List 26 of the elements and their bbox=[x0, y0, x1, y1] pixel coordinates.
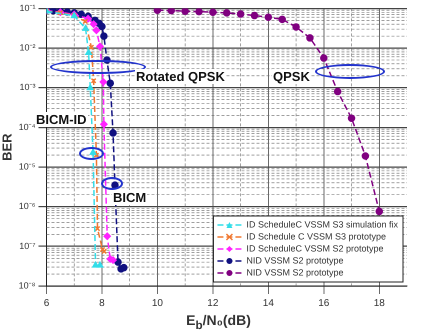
x-tick-label: 14 bbox=[262, 298, 274, 309]
y-tick-label: 10⁻⁸ bbox=[18, 280, 36, 290]
x-tick-label: 16 bbox=[318, 298, 330, 309]
y-tick-label: 10⁻⁶ bbox=[18, 201, 36, 212]
x-tick-label: 6 bbox=[44, 298, 50, 309]
legend-label: NID VSSM S2 prototype bbox=[246, 267, 344, 278]
x-tick-label: 8 bbox=[99, 298, 106, 309]
annotation: BICM bbox=[112, 190, 148, 205]
y-tick-label: 10⁻⁵ bbox=[18, 162, 36, 172]
legend-label: ID Schedule C VSSM S3 prototype bbox=[246, 231, 386, 242]
y-axis-title: BER bbox=[0, 132, 14, 161]
legend-label: NID VSSM S2 prototype bbox=[246, 255, 344, 266]
legend-label: ID ScheduleC VSSM S2 prototype bbox=[246, 243, 384, 254]
x-tick-label: 18 bbox=[374, 298, 386, 309]
annotation: QPSK bbox=[272, 69, 311, 84]
y-tick-label: 10⁻⁴ bbox=[18, 122, 36, 132]
annotation: Rotated QPSK bbox=[135, 69, 226, 84]
x-tick-label: 10 bbox=[152, 298, 164, 309]
legend-label: ID ScheduleC VSSM S3 simulation fix bbox=[246, 219, 398, 230]
annotation: BICM-ID bbox=[35, 112, 88, 127]
y-tick-label: 10⁻⁷ bbox=[19, 240, 36, 251]
x-axis-title: E$_{b}$/N₀(dB) bbox=[185, 312, 252, 332]
y-tick-label: 10⁻² bbox=[19, 42, 36, 53]
x-tick-label: 12 bbox=[207, 298, 219, 309]
y-tick-label: 10⁻¹ bbox=[19, 2, 36, 13]
y-tick-label: 10⁻³ bbox=[19, 82, 36, 92]
